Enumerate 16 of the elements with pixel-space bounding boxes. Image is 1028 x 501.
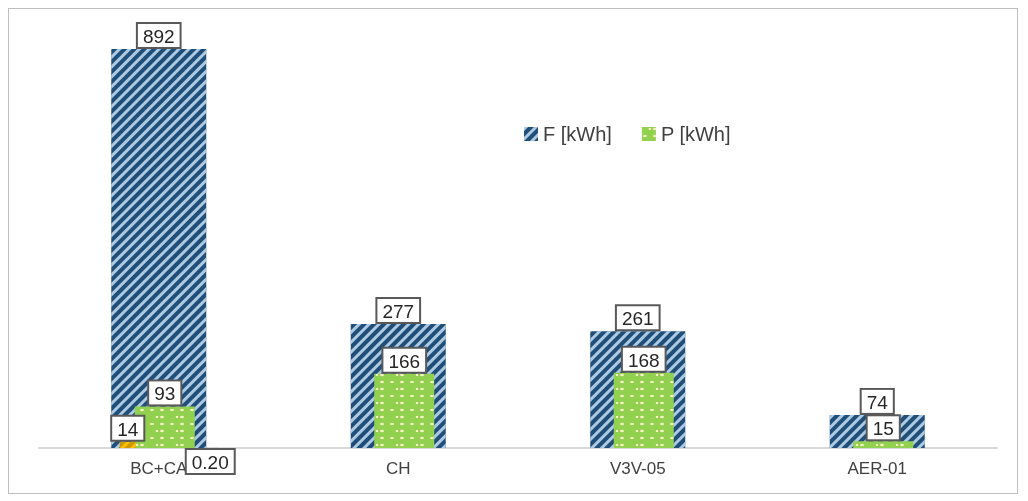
x-tick-label: CH xyxy=(385,459,411,478)
data-label: 892 xyxy=(142,26,175,47)
data-label: 166 xyxy=(388,350,421,372)
x-tick-label: AER-01 xyxy=(847,459,908,478)
legend-label: F [kWh] xyxy=(543,123,612,145)
data-label: 168 xyxy=(627,349,660,371)
data-label: 277 xyxy=(382,301,415,323)
data-label: 74 xyxy=(866,391,889,413)
data-label: 14 xyxy=(117,418,139,440)
data-label: 0.20 xyxy=(191,452,229,473)
x-tick-label: V3V-05 xyxy=(609,459,666,478)
legend-label: P [kWh] xyxy=(660,123,731,145)
x-tick-label: BC+CA xyxy=(130,459,188,478)
data-label: 93 xyxy=(154,383,176,405)
data-label: 15 xyxy=(872,418,894,440)
data-label: 261 xyxy=(621,308,654,330)
